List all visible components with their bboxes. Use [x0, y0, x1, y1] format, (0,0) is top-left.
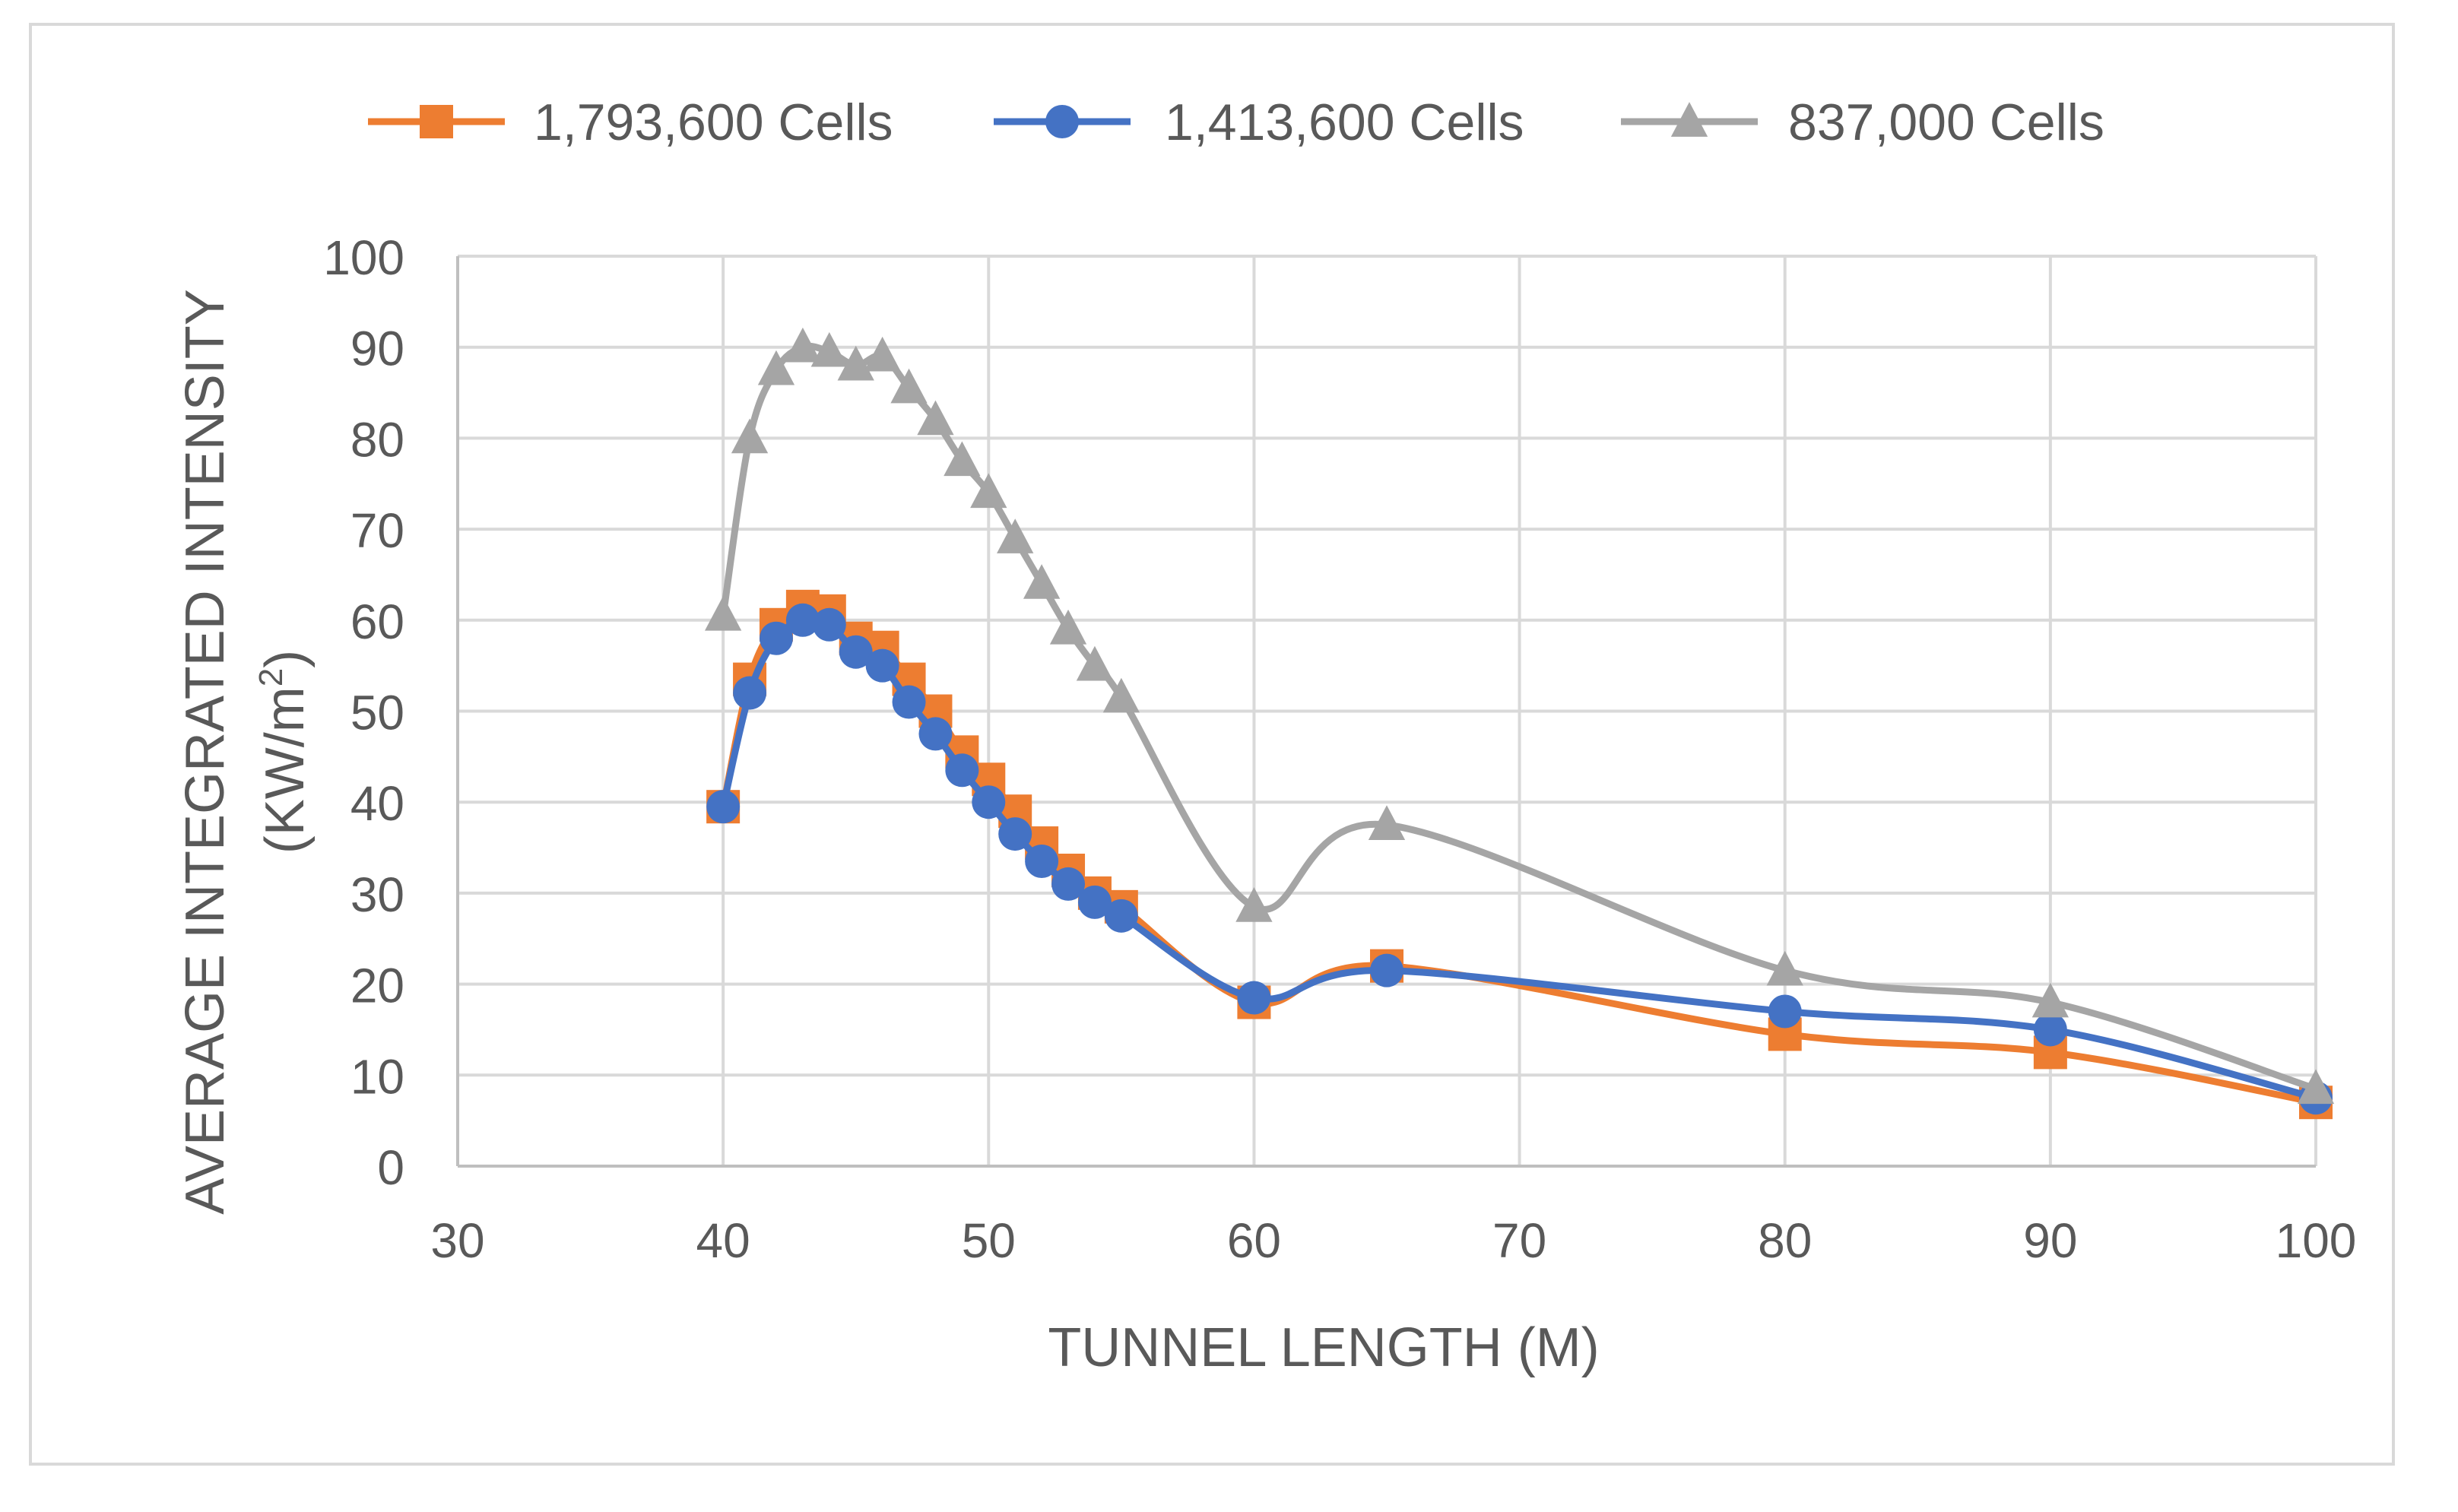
data-point [733, 676, 767, 710]
data-point [812, 607, 846, 642]
legend-marker [1670, 102, 1708, 137]
data-point [2031, 982, 2069, 1018]
y-tick-label: 40 [350, 776, 404, 831]
y-tick-label: 70 [350, 503, 404, 558]
x-tick-label: 70 [1492, 1213, 1546, 1268]
data-point [810, 331, 848, 367]
data-point [1368, 805, 1406, 840]
data-point [1049, 609, 1087, 645]
axes: 0 10 20 30 40 50 60 70 80 90 100 30 40 50 60 70 80 90 100 [323, 230, 2356, 1268]
data-point [1766, 950, 1803, 986]
data-point [1235, 887, 1273, 922]
x-tick-label: 50 [962, 1213, 1016, 1268]
data-point [918, 717, 953, 751]
y-axis-unit-prefix: (KW/m [255, 686, 316, 854]
data-point [945, 753, 979, 788]
data-point [2297, 1069, 2335, 1105]
y-axis-unit-suffix: ) [255, 650, 316, 668]
legend-item: 1,793,600 Cells [368, 94, 893, 151]
data-point [1025, 845, 1059, 879]
y-axis-title-line2: (KW/m2) [252, 650, 316, 854]
data-point [706, 790, 741, 824]
x-tick-label: 100 [2276, 1213, 2357, 1268]
y-tick-label: 100 [323, 230, 404, 285]
data-point [839, 635, 873, 669]
data-point [731, 418, 769, 454]
y-tick-label: 90 [350, 322, 404, 376]
data-point [997, 518, 1034, 553]
legend-item: 1,413,600 Cells [994, 94, 1524, 151]
data-point [704, 595, 742, 631]
data-point [1237, 981, 1271, 1015]
data-point [1370, 953, 1403, 987]
legend: 1,793,600 Cells 1,413,600 Cells 837,000 Ce… [368, 94, 2104, 151]
data-point [1077, 885, 1112, 919]
y-tick-label: 80 [350, 412, 404, 467]
y-tick-label: 30 [350, 867, 404, 922]
data-point [970, 473, 1007, 509]
y-axis-title: AVERAGE INTEGRATED INTENSITY (KW/m2) [175, 289, 316, 1215]
data-point [917, 400, 954, 436]
data-point [1051, 867, 1086, 901]
data-point [1076, 645, 1114, 681]
x-tick-label: 80 [1758, 1213, 1812, 1268]
data-point [1102, 677, 1140, 713]
data-point [785, 603, 820, 637]
y-axis-title-line1: AVERAGE INTEGRATED INTENSITY [175, 289, 236, 1215]
data-point [1104, 899, 1138, 933]
legend-label: 837,000 Cells [1788, 94, 2104, 151]
data-point [998, 817, 1032, 851]
y-tick-label: 20 [350, 959, 404, 1013]
data-point [864, 336, 901, 372]
series-line [719, 342, 2320, 1092]
data-point [784, 327, 822, 363]
series-triangle [704, 327, 2335, 1105]
data-point [892, 685, 926, 719]
legend-marker [420, 105, 453, 138]
series-circle [706, 603, 2333, 1115]
data-point [972, 785, 1006, 819]
data-point [759, 621, 793, 655]
legend-label: 1,793,600 Cells [534, 94, 893, 151]
x-tick-label: 90 [2023, 1213, 2077, 1268]
chart-frame: 0 10 20 30 40 50 60 70 80 90 100 30 40 50 60 70 80 90 100 … [29, 23, 2395, 1466]
data-point [1023, 564, 1061, 599]
y-tick-label: 0 [377, 1140, 404, 1195]
legend-item: 837,000 Cells [1621, 94, 2104, 151]
x-tick-label: 40 [696, 1213, 750, 1268]
data-point [1768, 994, 1802, 1029]
data-point [757, 350, 795, 385]
y-tick-label: 10 [350, 1049, 404, 1104]
x-tick-label: 30 [430, 1213, 484, 1268]
series-group [704, 327, 2335, 1120]
data-point [865, 648, 899, 683]
legend-marker [1045, 105, 1079, 138]
data-point [890, 368, 928, 404]
legend-label: 1,413,600 Cells [1165, 94, 1524, 151]
y-tick-label: 50 [350, 686, 404, 740]
y-axis-unit-superscript: 2 [252, 668, 290, 686]
data-point [944, 441, 981, 477]
data-point [2033, 1013, 2067, 1047]
y-tick-label: 60 [350, 594, 404, 649]
x-axis-title: TUNNEL LENGTH (M) [1048, 1317, 1599, 1378]
data-point [837, 345, 874, 381]
x-tick-label: 60 [1227, 1213, 1281, 1268]
